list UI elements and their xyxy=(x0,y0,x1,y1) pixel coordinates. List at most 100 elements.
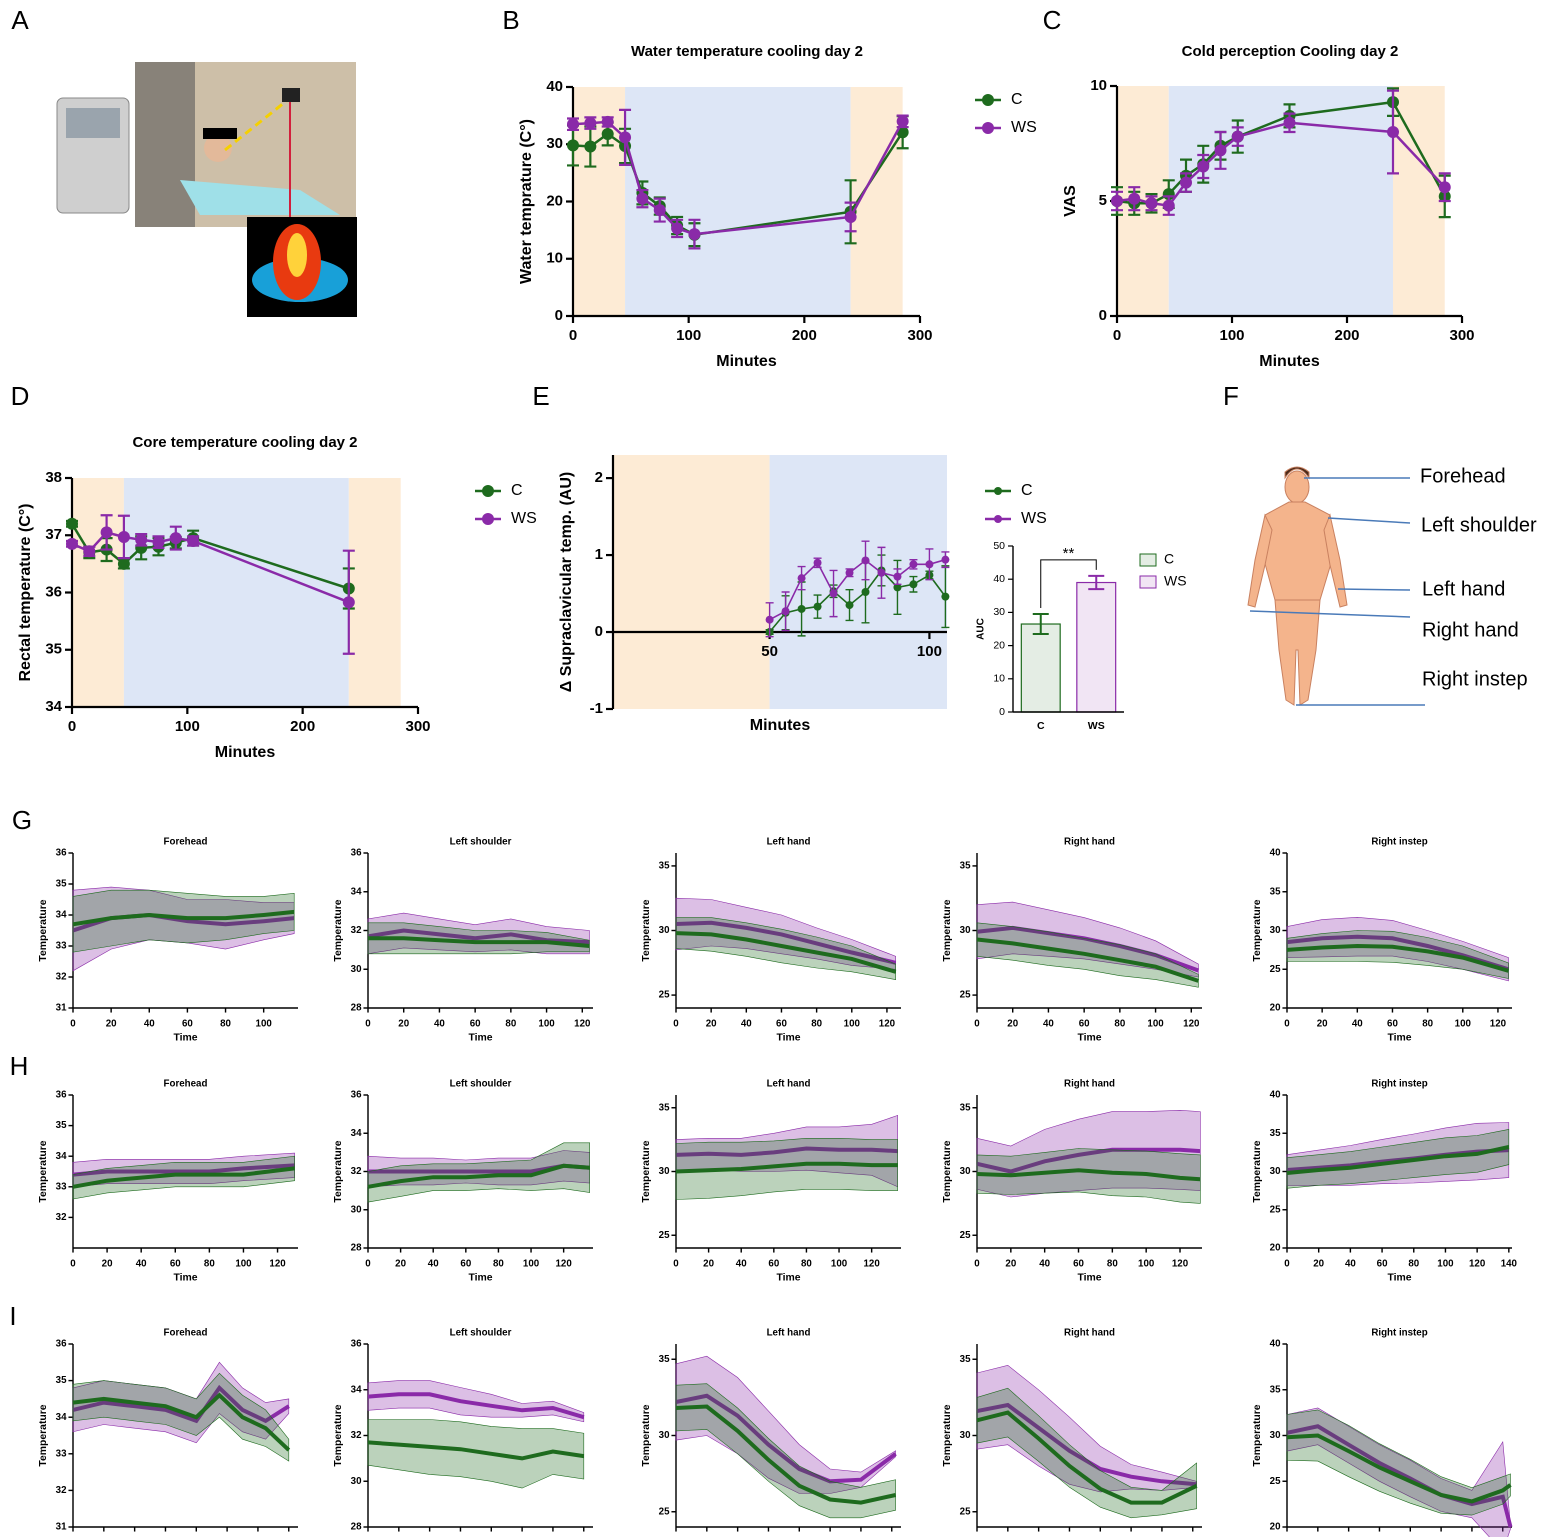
data-point xyxy=(118,558,130,570)
panel-label: C xyxy=(1043,5,1062,35)
data-point xyxy=(1128,193,1140,205)
y-tick-label: 33 xyxy=(56,1181,67,1192)
x-tick-label: 120 xyxy=(574,1018,591,1029)
shading xyxy=(613,455,770,709)
data-point xyxy=(846,601,854,609)
y-axis-label: Temperature xyxy=(942,1140,953,1202)
pointer xyxy=(1338,589,1410,590)
y-tick-label: 36 xyxy=(56,1339,67,1350)
data-point xyxy=(893,573,901,581)
data-point xyxy=(798,574,806,582)
x-tick-label: 120 xyxy=(556,1258,573,1269)
y-tick-label: 35 xyxy=(960,1354,971,1365)
y-tick-label: 20 xyxy=(1270,1243,1281,1254)
annotation: ** xyxy=(1063,545,1075,562)
thermal-hot xyxy=(287,233,307,277)
y-tick-label: 28 xyxy=(351,1003,362,1014)
legend-swatch xyxy=(1140,576,1156,588)
x-tick-label: 20 xyxy=(703,1258,714,1269)
x-tick-label: 80 xyxy=(204,1258,215,1269)
y-tick-label: 25 xyxy=(659,1506,670,1517)
x-tick-label: 60 xyxy=(1377,1258,1388,1269)
error-band xyxy=(368,1381,584,1422)
x-tick-label: 80 xyxy=(220,1018,231,1029)
x-tick-label: 80 xyxy=(1107,1258,1118,1269)
x-tick-label: WS xyxy=(1088,720,1105,732)
panel-label: H xyxy=(10,1051,29,1081)
legend-marker xyxy=(994,487,1002,495)
x-tick-label: 200 xyxy=(1334,327,1359,344)
x-tick-label: 0 xyxy=(68,718,76,735)
data-point xyxy=(814,603,822,611)
y-tick-label: 34 xyxy=(56,910,67,921)
bar xyxy=(1021,624,1060,712)
torso xyxy=(1264,502,1332,600)
panel-label: E xyxy=(532,381,549,411)
body-label: Right instep xyxy=(1422,668,1528,690)
y-tick-label: 10 xyxy=(993,673,1005,685)
chart-title: Right instep xyxy=(1371,1328,1427,1339)
x-tick-label: 0 xyxy=(673,1018,679,1029)
chart-title: Right hand xyxy=(1064,1328,1115,1339)
data-point xyxy=(925,560,933,568)
error-band xyxy=(73,1373,289,1461)
y-tick-label: 40 xyxy=(1270,848,1281,859)
data-point xyxy=(66,538,78,550)
y-tick-label: 35 xyxy=(56,879,67,890)
y-tick-label: 30 xyxy=(351,1476,362,1487)
x-tick-label: 100 xyxy=(1455,1018,1472,1029)
shading xyxy=(770,455,947,709)
y-tick-label: 40 xyxy=(1270,1090,1281,1101)
y-tick-label: 37 xyxy=(45,526,62,543)
data-point xyxy=(567,118,579,130)
y-axis-label: Water temprature (C°) xyxy=(518,119,535,284)
x-tick-label: 100 xyxy=(1147,1018,1164,1029)
x-tick-label: 40 xyxy=(434,1018,445,1029)
y-tick-label: 1 xyxy=(595,546,603,563)
data-point xyxy=(135,534,147,546)
x-tick-label: 200 xyxy=(290,718,315,735)
panel-label: A xyxy=(11,5,29,35)
x-tick-label: 100 xyxy=(844,1018,861,1029)
data-point xyxy=(153,536,165,548)
legend-label: C xyxy=(1164,551,1174,567)
body-figure xyxy=(1248,467,1347,705)
data-point xyxy=(830,590,838,598)
data-point xyxy=(584,117,596,129)
data-point xyxy=(83,545,95,557)
x-tick-label: 0 xyxy=(70,1018,76,1029)
panel-label: F xyxy=(1223,381,1239,411)
y-tick-label: 34 xyxy=(351,886,362,897)
body-label: Left hand xyxy=(1422,578,1505,600)
y-axis-label: Temperature xyxy=(942,1404,953,1466)
x-tick-label: 60 xyxy=(1387,1018,1398,1029)
y-axis-label: Temperature xyxy=(1252,1140,1263,1202)
data-point xyxy=(1111,195,1123,207)
y-tick-label: 38 xyxy=(45,469,62,486)
y-tick-label: 25 xyxy=(960,1506,971,1517)
legend-label: C xyxy=(1021,482,1033,499)
y-axis-label: Temperature xyxy=(942,899,953,961)
y-tick-label: 28 xyxy=(351,1243,362,1254)
y-tick-label: 30 xyxy=(351,1204,362,1215)
y-tick-label: 35 xyxy=(1270,886,1281,897)
shading xyxy=(1393,86,1445,316)
data-point xyxy=(909,580,917,588)
x-tick-label: 120 xyxy=(1183,1018,1200,1029)
x-tick-label: 120 xyxy=(879,1018,896,1029)
data-point xyxy=(861,556,869,564)
x-axis-label: Time xyxy=(173,1273,197,1284)
chart-title: Cold perception Cooling day 2 xyxy=(1182,43,1399,60)
x-tick-label: 60 xyxy=(470,1018,481,1029)
error-band xyxy=(73,890,294,952)
y-axis-label: Temperature xyxy=(1252,899,1263,961)
y-axis-label: Temperature xyxy=(38,1404,49,1466)
error-band xyxy=(368,1143,590,1202)
chart-title: Left hand xyxy=(767,837,811,848)
camera xyxy=(282,88,300,102)
y-tick-label: 35 xyxy=(45,641,62,658)
data-point xyxy=(1146,197,1158,209)
data-point xyxy=(170,532,182,544)
y-tick-label: 30 xyxy=(1270,925,1281,936)
x-tick-label: 40 xyxy=(1352,1018,1363,1029)
